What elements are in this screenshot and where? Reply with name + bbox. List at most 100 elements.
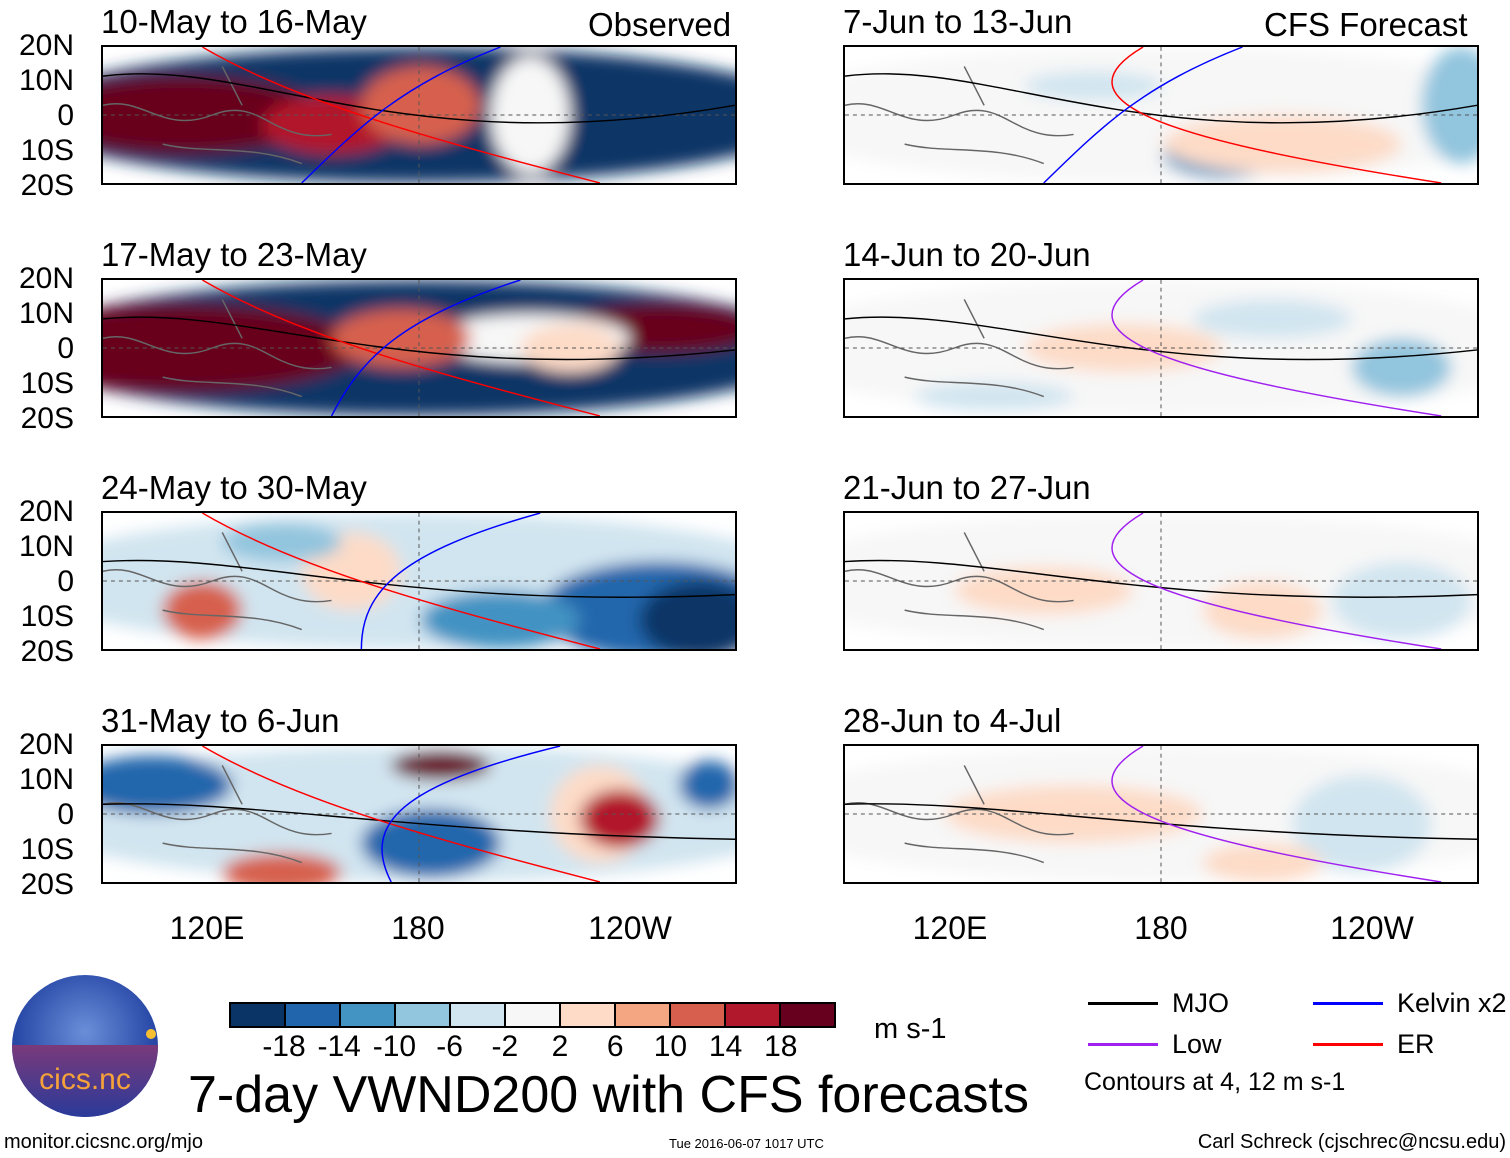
map-panel (843, 278, 1479, 418)
wind-field-region (944, 784, 1203, 844)
footer-timestamp: Tue 2016-06-07 1017 UTC (669, 1136, 824, 1151)
mjo-contour (103, 316, 735, 361)
kelvin-contour (360, 513, 541, 649)
wind-field-region (579, 789, 660, 848)
colorbar-tick: 18 (764, 1030, 798, 1063)
kelvin-contour (330, 280, 521, 416)
lat-label: 20N (18, 495, 74, 528)
lat-label: 10N (18, 64, 74, 97)
legend-label: Low (1172, 1029, 1222, 1059)
lat-label: 0 (57, 332, 74, 365)
wind-field-region (914, 382, 1074, 412)
wind-field-region (490, 56, 571, 174)
map-panel (101, 744, 737, 884)
colorbar (229, 1002, 836, 1028)
lat-label: 20N (18, 728, 74, 761)
legend-label: MJO (1172, 988, 1229, 1018)
wind-field-region (162, 581, 243, 640)
er-contour (1111, 47, 1442, 183)
coastline (845, 66, 1074, 165)
lon-label: 180 (1134, 910, 1188, 946)
coastline (103, 66, 332, 165)
map-panel (101, 45, 737, 185)
er-contour (1111, 746, 1442, 882)
colorbar-tick: -10 (372, 1030, 417, 1063)
lon-label: 120E (912, 910, 988, 946)
wind-field-region (1421, 47, 1477, 164)
wind-field-region (1023, 71, 1163, 101)
colorbar-swatch (286, 1004, 341, 1026)
colorbar-tick: 6 (606, 1030, 624, 1063)
lon-label: 120W (588, 910, 672, 946)
map-panel (843, 744, 1479, 884)
lat-label: 20S (20, 635, 74, 668)
lat-label: 10S (20, 367, 74, 400)
map-panel (843, 511, 1479, 651)
kelvin-contour (301, 47, 501, 183)
wind-field-region (391, 750, 491, 780)
lat-label: 20S (20, 169, 74, 202)
footer-author: Carl Schreck (cjschrec@ncsu.edu) (1197, 1131, 1506, 1153)
colorbar-tick: -2 (491, 1030, 519, 1063)
lat-label: 20S (20, 868, 74, 901)
legend-line (1313, 1002, 1383, 1005)
colorbar-swatch (561, 1004, 616, 1026)
lat-label: 10N (18, 530, 74, 563)
colorbar-swatch (671, 1004, 726, 1026)
forecast-label: CFS Forecast (1264, 6, 1468, 43)
coastline (845, 299, 1074, 398)
colorbar-swatch (341, 1004, 396, 1026)
panel-title: 31-May to 6-Jun (101, 702, 340, 739)
panel-title: 21-Jun to 27-Jun (843, 469, 1091, 506)
wind-field-region (1192, 299, 1352, 339)
wind-field-region (520, 323, 620, 373)
kelvin-contour (381, 746, 561, 882)
mjo-contour (103, 559, 735, 598)
wind-field-region (679, 760, 735, 810)
mjo-contour (845, 559, 1477, 598)
wind-field-region (639, 581, 735, 649)
er-contour (1111, 280, 1442, 416)
wind-field-region (222, 522, 342, 562)
colorbar-tick: 14 (708, 1030, 743, 1063)
lat-label: 10S (20, 134, 74, 167)
colorbar-swatch (781, 1004, 834, 1026)
wind-field-region (1162, 115, 1402, 174)
colorbar-swatch (506, 1004, 561, 1026)
er-contour (1111, 513, 1442, 649)
legend-line (1313, 1043, 1383, 1046)
observed-label: Observed (588, 6, 732, 43)
colorbar-tick: -18 (262, 1030, 306, 1063)
lat-label: 20S (20, 402, 74, 435)
panel-title: 10-May to 16-May (101, 3, 367, 40)
coastline (103, 299, 332, 398)
lon-label: 180 (391, 910, 445, 946)
wind-field-region (103, 755, 233, 814)
figure-title: 7-day VWND200 with CFS forecasts (188, 1066, 1029, 1124)
colorbar-swatch (451, 1004, 506, 1026)
mjo-contour (845, 73, 1477, 124)
lat-label: 10S (20, 833, 74, 866)
mjo-contour (845, 316, 1477, 361)
legend-label: Kelvin x2 (1397, 988, 1507, 1018)
footer-url[interactable]: monitor.cicsnc.org/mjo (4, 1131, 203, 1153)
lat-label: 10N (18, 297, 74, 330)
lon-label: 120E (169, 910, 245, 946)
lat-label: 10N (18, 763, 74, 796)
lat-label: 0 (57, 99, 74, 132)
wind-field-region (1202, 843, 1322, 882)
wind-field-region (331, 309, 471, 368)
wind-field-region (1331, 561, 1472, 640)
wind-field-region (1351, 338, 1452, 397)
wind-field-region (222, 852, 342, 882)
er-contour (201, 280, 601, 416)
kelvin-contour (1043, 47, 1243, 183)
coastline (845, 765, 1074, 864)
lat-label: 20N (18, 29, 74, 62)
mjo-contour (103, 73, 735, 124)
mjo-contour (103, 803, 735, 840)
contour-note: Contours at 4, 12 m s-1 (1084, 1068, 1346, 1096)
er-contour (201, 746, 601, 882)
colorbar-tick: -14 (317, 1030, 361, 1063)
map-panel (843, 45, 1479, 185)
